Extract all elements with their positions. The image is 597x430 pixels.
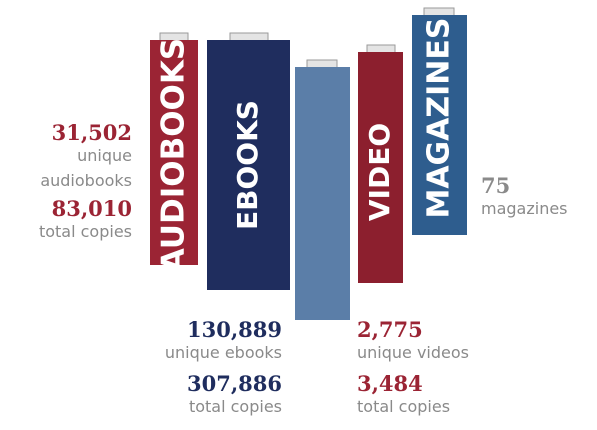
stat-label: magazines xyxy=(481,196,568,221)
stat-number: 3,484 xyxy=(357,373,469,394)
stat-number: 307,886 xyxy=(165,373,282,394)
stat-label: unique videos xyxy=(357,340,469,365)
stat-number: 75 xyxy=(481,175,568,196)
videos-stats: 2,775 unique videos 3,484 total copies xyxy=(357,319,469,419)
stat-label: total copies xyxy=(165,394,282,419)
book-label: MAGAZINES xyxy=(422,17,457,218)
stat-number: 83,010 xyxy=(2,198,132,219)
book-label: EBOOKS xyxy=(231,100,264,230)
stat-number: 2,775 xyxy=(357,319,469,340)
infographic: AUDIOBOOKS EBOOKS VIDEO MAGAZINES 31,502… xyxy=(0,0,597,430)
stat-label: total copies xyxy=(2,219,132,244)
audiobooks-stats: 31,502 unique audiobooks 83,010 total co… xyxy=(2,122,132,244)
book-label: AUDIOBOOKS xyxy=(156,38,192,273)
stat-number: 130,889 xyxy=(165,319,282,340)
stat-label: unique audiobooks xyxy=(2,143,132,193)
book-label: VIDEO xyxy=(363,123,396,221)
stat-number: 31,502 xyxy=(2,122,132,143)
ebooks-stats: 130,889 unique ebooks 307,886 total copi… xyxy=(165,319,282,419)
tabs xyxy=(160,8,454,69)
stat-label: total copies xyxy=(357,394,469,419)
book-blank xyxy=(295,67,350,320)
magazines-stats: 75 magazines xyxy=(481,175,568,221)
stat-label: unique ebooks xyxy=(165,340,282,365)
